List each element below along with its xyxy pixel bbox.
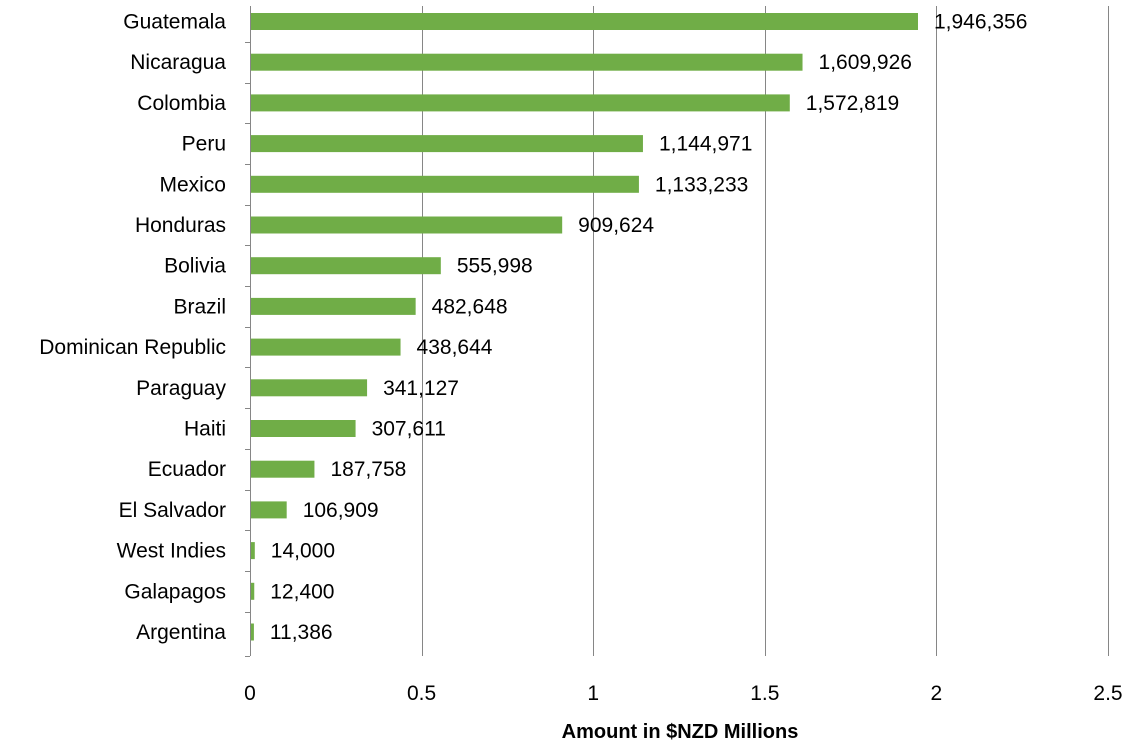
bar-argentina	[251, 623, 254, 641]
bar-honduras	[251, 216, 563, 234]
category-label: El Salvador	[119, 499, 226, 522]
bar-colombia	[251, 94, 790, 112]
x-tick-label: 1.5	[750, 682, 779, 705]
bars	[251, 13, 918, 641]
bar-peru	[251, 135, 643, 153]
category-label: Dominican Republic	[39, 336, 226, 359]
data-label: 1,572,819	[806, 92, 899, 115]
data-label: 555,998	[457, 255, 533, 278]
category-label: Honduras	[135, 214, 226, 237]
category-label: Guatemala	[123, 11, 226, 34]
data-label: 12,400	[270, 580, 334, 603]
data-label: 1,946,356	[934, 11, 1027, 34]
bar-el-salvador	[251, 501, 287, 519]
axes	[245, 6, 251, 657]
bar-galapagos	[251, 582, 255, 600]
x-tick-label: 2	[931, 682, 943, 705]
data-label: 1,609,926	[819, 51, 912, 74]
data-label: 106,909	[303, 499, 379, 522]
bar-brazil	[251, 297, 416, 315]
bar-mexico	[251, 175, 639, 193]
data-label: 482,648	[432, 295, 508, 318]
data-label: 341,127	[383, 377, 459, 400]
bar-ecuador	[251, 460, 315, 478]
category-label: Nicaragua	[130, 51, 226, 74]
data-label: 1,144,971	[659, 133, 752, 156]
category-label: Haiti	[184, 418, 226, 441]
category-label: Bolivia	[164, 255, 226, 278]
category-label: Brazil	[173, 295, 226, 318]
labels: 0 0.5 1 1.5 2 2.5 Guatemala 1,946,356 Nicaragua 1…	[39, 11, 1122, 706]
category-label: Colombia	[137, 92, 226, 115]
x-tick-label: 2.5	[1093, 682, 1122, 705]
category-label: Mexico	[159, 173, 226, 196]
bar-nicaragua	[251, 53, 803, 71]
x-tick-label: 1	[587, 682, 599, 705]
bar-west-indies	[251, 542, 255, 560]
category-label: Peru	[182, 133, 226, 156]
category-label: Galapagos	[124, 580, 226, 603]
bar-bolivia	[251, 257, 441, 275]
data-label: 1,133,233	[655, 173, 748, 196]
bar-guatemala	[251, 13, 918, 30]
category-label: Argentina	[136, 621, 226, 644]
category-label: Ecuador	[148, 458, 226, 481]
bar-paraguay	[251, 379, 368, 397]
data-label: 14,000	[271, 540, 335, 563]
bar-haiti	[251, 420, 356, 437]
x-tick-label: 0	[244, 682, 256, 705]
category-label: Paraguay	[136, 377, 226, 400]
x-tick-label: 0.5	[407, 682, 436, 705]
data-label: 11,386	[270, 621, 333, 644]
x-axis-title: Amount in $NZD Millions	[562, 721, 799, 743]
category-label: West Indies	[117, 540, 226, 563]
data-label: 307,611	[372, 418, 446, 441]
data-label: 909,624	[578, 214, 654, 237]
data-label: 187,758	[330, 458, 406, 481]
bar-dominican-republic	[251, 338, 401, 356]
gridlines	[422, 6, 1109, 656]
data-label: 438,644	[417, 336, 493, 359]
